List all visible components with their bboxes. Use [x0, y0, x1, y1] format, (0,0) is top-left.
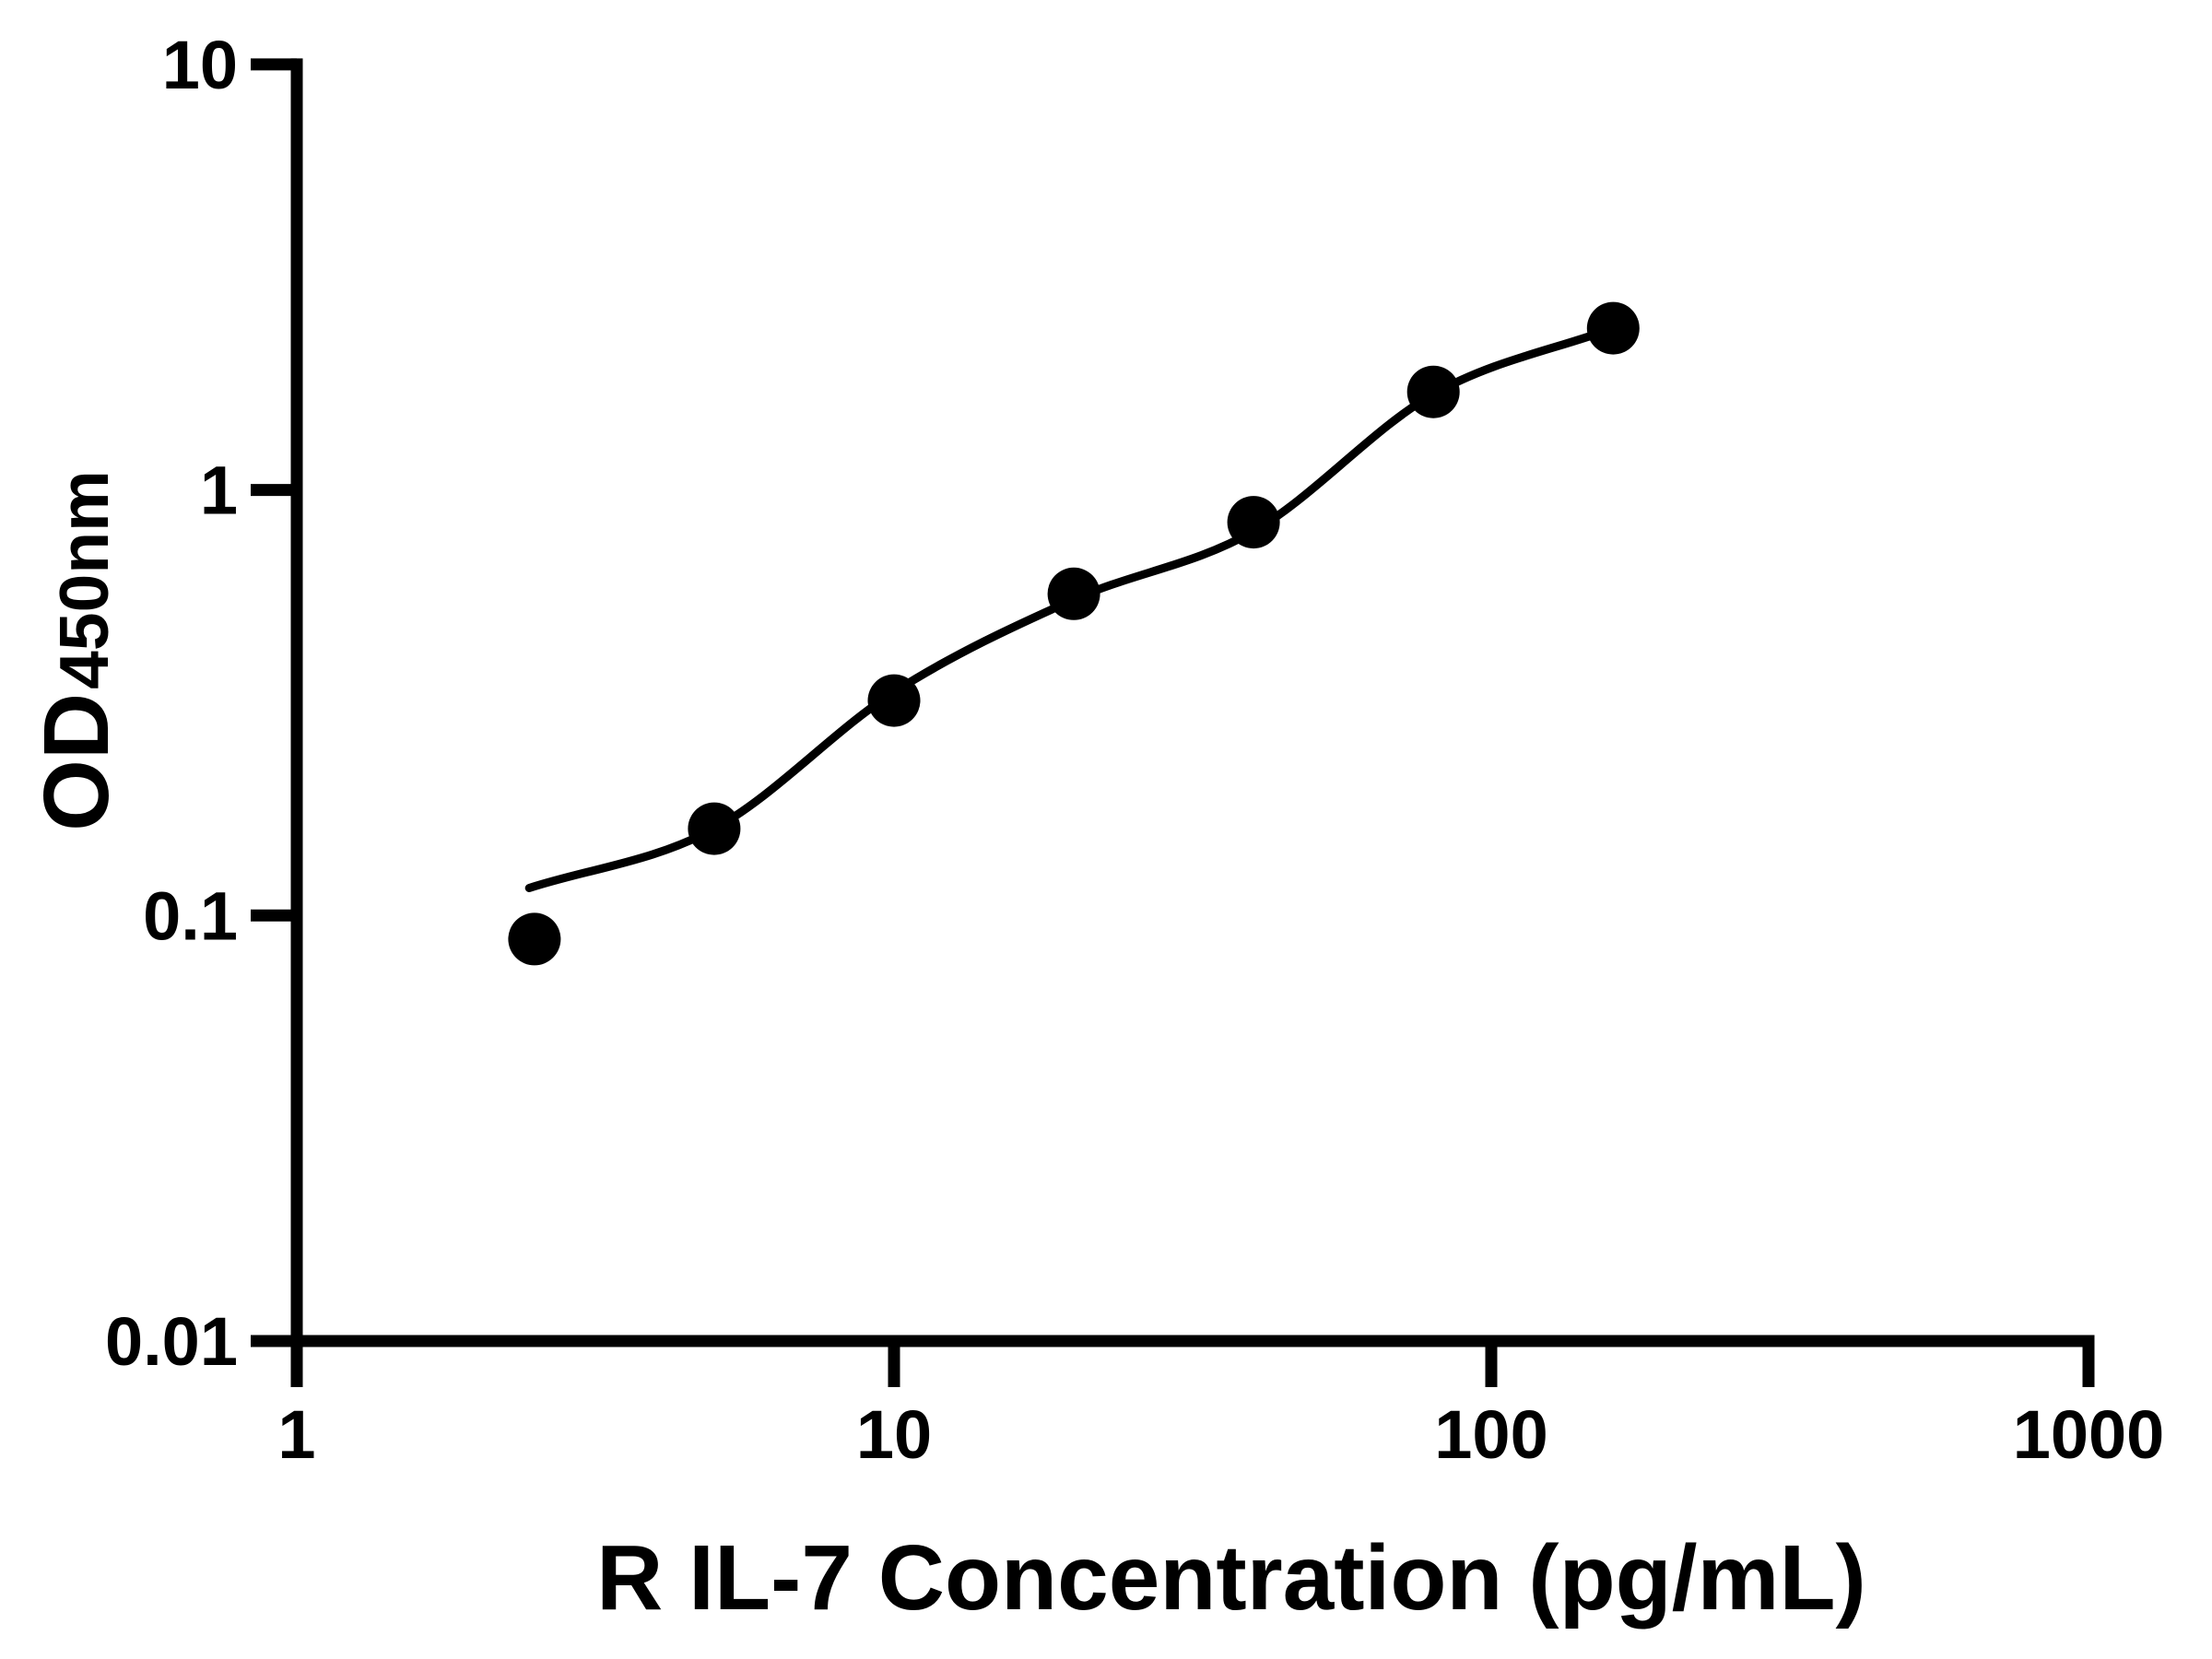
y-tick-label: 1 — [200, 453, 238, 529]
y-tick-label: 0.01 — [105, 1303, 238, 1380]
data-point — [688, 802, 741, 855]
x-tick-label: 10 — [856, 1396, 932, 1473]
data-point — [1227, 496, 1280, 549]
x-tick-label: 100 — [1434, 1396, 1547, 1473]
data-point — [1047, 567, 1100, 620]
y-axis-title: OD450nm — [25, 470, 128, 831]
data-point — [867, 674, 921, 727]
x-axis-title: R IL-7 Concentration (pg/mL) — [596, 1526, 1866, 1630]
y-tick-label: 10 — [162, 27, 238, 103]
axes — [251, 58, 2095, 1387]
x-tick-label: 1 — [277, 1396, 315, 1473]
data-points — [508, 301, 1640, 966]
data-point — [508, 912, 561, 966]
data-point — [1586, 301, 1640, 355]
x-tick-label: 1000 — [2013, 1396, 2165, 1473]
y-axis-title-main: OD — [25, 693, 128, 831]
tick-labels: 1 10 100 1000 0.01 0.1 1 10 — [105, 27, 2164, 1473]
y-tick-label: 0.1 — [143, 877, 238, 954]
y-axis-title-subscript: 450nm — [45, 470, 123, 689]
data-point — [1406, 365, 1460, 418]
